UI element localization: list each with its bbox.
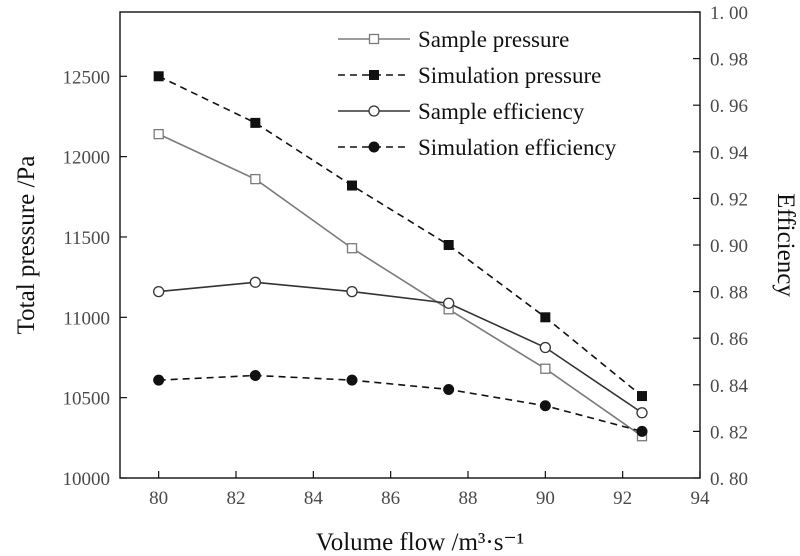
data-point bbox=[249, 369, 261, 381]
data-point bbox=[153, 374, 165, 386]
data-point bbox=[153, 71, 164, 82]
data-point bbox=[346, 243, 358, 254]
data-point bbox=[249, 276, 261, 288]
y2-tick-label: 0. 96 bbox=[710, 96, 748, 117]
legend-marker bbox=[368, 105, 380, 117]
legend-label: Simulation efficiency bbox=[418, 135, 617, 160]
x-axis-title: Volume flow /m³·s⁻¹ bbox=[316, 529, 524, 556]
y2-tick-label: 0. 86 bbox=[710, 329, 748, 350]
data-point bbox=[540, 312, 551, 323]
y2-tick-label: 1. 00 bbox=[710, 3, 748, 24]
y-tick-label: 12000 bbox=[63, 148, 111, 169]
plot-frame bbox=[119, 11, 701, 479]
legend-item: Simulation pressure bbox=[338, 63, 601, 88]
series-4 bbox=[153, 369, 648, 437]
x-tick-label: 82 bbox=[227, 488, 246, 509]
data-point bbox=[539, 341, 551, 354]
legend-item: Sample efficiency bbox=[338, 99, 585, 124]
data-point bbox=[250, 117, 261, 128]
data-point bbox=[153, 128, 164, 140]
legend-marker bbox=[369, 70, 379, 80]
y2-tick-label: 0. 80 bbox=[710, 469, 748, 490]
data-point bbox=[250, 173, 261, 185]
y2-tick-label: 0. 98 bbox=[710, 50, 748, 71]
legend-label: Sample pressure bbox=[418, 27, 569, 52]
axes: 80 82 84 86 88 90 92 94 10000 10500 11000 11500 1200… bbox=[63, 3, 749, 509]
y2-tick-label: 0. 90 bbox=[710, 236, 748, 257]
x-tick-label: 92 bbox=[613, 488, 632, 509]
legend-label: Sample efficiency bbox=[418, 99, 585, 124]
data-point bbox=[153, 285, 165, 298]
legend-item: Simulation efficiency bbox=[338, 135, 617, 160]
x-tick-label: 84 bbox=[304, 488, 324, 509]
series-layer bbox=[153, 71, 648, 442]
data-point bbox=[636, 407, 648, 419]
series-line bbox=[158, 281, 643, 414]
series-3 bbox=[153, 276, 648, 419]
y2-tick-label: 0. 82 bbox=[710, 422, 748, 443]
data-point bbox=[443, 383, 455, 395]
data-point bbox=[347, 180, 357, 191]
x-tick-label: 90 bbox=[536, 488, 555, 509]
y2-tick-label: 0. 94 bbox=[710, 143, 749, 164]
x-tick-label: 94 bbox=[691, 488, 711, 509]
y-tick-label: 11500 bbox=[63, 228, 110, 249]
series-line bbox=[158, 133, 643, 437]
data-point bbox=[443, 297, 455, 309]
data-point bbox=[637, 391, 647, 402]
y-tick-label: 12500 bbox=[63, 67, 111, 88]
data-point bbox=[346, 285, 358, 298]
series-1 bbox=[153, 128, 648, 442]
data-point bbox=[636, 425, 648, 437]
y2-tick-label: 0. 88 bbox=[710, 283, 748, 304]
legend-marker bbox=[368, 141, 380, 153]
y2-axis-title: Efficiency bbox=[772, 193, 799, 297]
x-tick-label: 86 bbox=[381, 488, 400, 509]
y2-tick-label: 0. 92 bbox=[710, 189, 748, 210]
legend: Sample pressure Simulation pressure Sample… bbox=[338, 27, 617, 160]
legend-item: Sample pressure bbox=[338, 27, 569, 52]
data-point bbox=[540, 363, 551, 374]
y-axis-title: Total pressure /Pa bbox=[13, 156, 40, 335]
x-tick-label: 88 bbox=[459, 488, 478, 509]
series-2 bbox=[153, 71, 647, 402]
data-point bbox=[346, 374, 358, 386]
data-point bbox=[443, 240, 454, 250]
x-tick-label: 80 bbox=[149, 488, 168, 509]
y-tick-label: 10500 bbox=[63, 389, 111, 410]
series-line bbox=[158, 75, 643, 397]
legend-marker bbox=[368, 33, 380, 45]
y-tick-label: 11000 bbox=[63, 308, 110, 329]
data-point bbox=[539, 400, 551, 412]
legend-label: Simulation pressure bbox=[418, 63, 601, 88]
y2-tick-label: 0. 84 bbox=[710, 376, 749, 397]
series-line bbox=[158, 374, 643, 433]
y-tick-label: 10000 bbox=[63, 469, 111, 490]
